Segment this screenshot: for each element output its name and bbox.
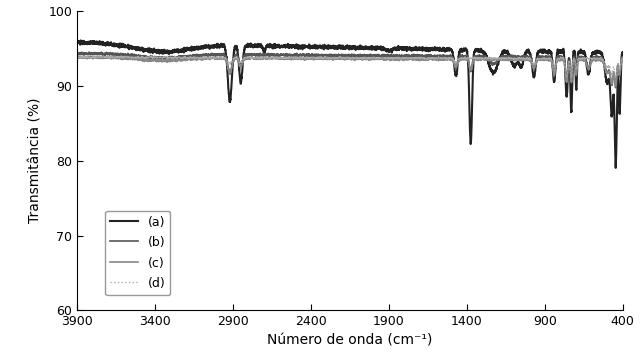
(c)	[577, 58, 584, 62]
(b)	[619, 56, 627, 60]
(a)	[73, 39, 81, 43]
Line: (d): (d)	[77, 56, 623, 78]
(d)	[420, 56, 428, 60]
(b)	[577, 55, 584, 59]
(d)	[331, 56, 338, 60]
(d)	[271, 56, 279, 61]
(b)	[420, 53, 428, 58]
(c)	[397, 57, 405, 61]
(c)	[612, 84, 620, 89]
(d)	[397, 56, 405, 61]
(c)	[111, 54, 119, 58]
(b)	[271, 52, 279, 56]
(b)	[397, 54, 405, 58]
(c)	[331, 56, 338, 61]
(a)	[619, 51, 627, 55]
(a)	[397, 46, 405, 50]
(b)	[85, 50, 93, 54]
Legend: (a), (b), (c), (d): (a), (b), (c), (d)	[105, 211, 170, 295]
(a)	[74, 38, 82, 43]
Line: (c): (c)	[77, 56, 623, 87]
(b)	[187, 54, 195, 58]
(c)	[271, 56, 279, 61]
(d)	[568, 75, 575, 80]
(a)	[271, 45, 279, 50]
(c)	[187, 56, 195, 61]
(a)	[331, 47, 338, 51]
(a)	[612, 166, 620, 170]
(a)	[420, 47, 428, 52]
Y-axis label: Transmitância (%): Transmitância (%)	[29, 98, 43, 223]
(b)	[331, 53, 338, 58]
(c)	[619, 57, 627, 61]
Line: (a): (a)	[77, 40, 623, 168]
(c)	[420, 57, 428, 62]
Line: (b): (b)	[77, 52, 623, 88]
(a)	[187, 48, 195, 52]
(b)	[612, 86, 620, 90]
(d)	[577, 56, 585, 60]
(d)	[73, 55, 81, 59]
X-axis label: Número de onda (cm⁻¹): Número de onda (cm⁻¹)	[267, 334, 433, 348]
(b)	[73, 51, 81, 56]
(c)	[73, 56, 81, 60]
(d)	[187, 56, 195, 60]
(d)	[115, 54, 123, 58]
(d)	[619, 57, 627, 61]
(a)	[577, 49, 584, 53]
